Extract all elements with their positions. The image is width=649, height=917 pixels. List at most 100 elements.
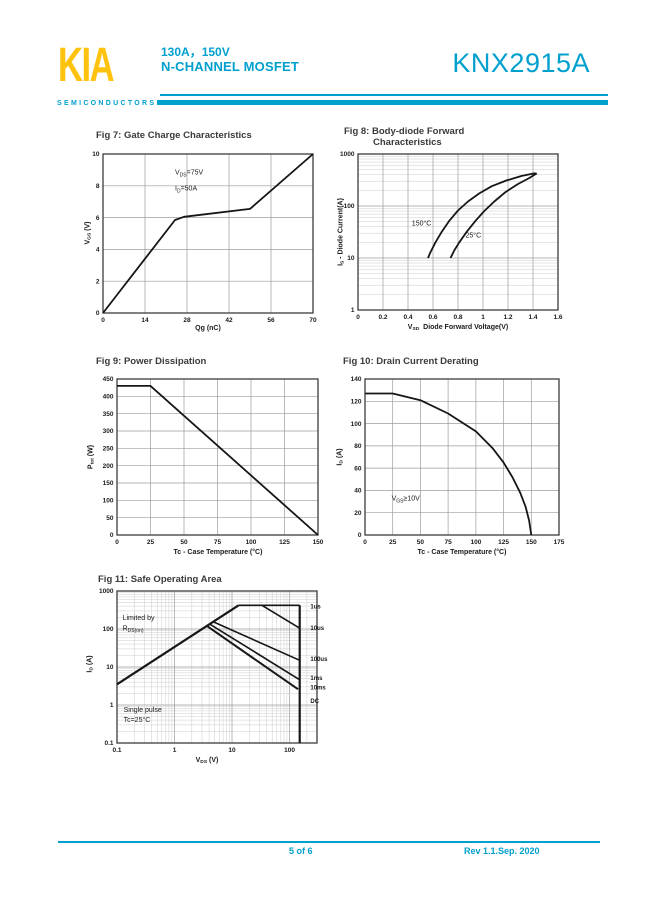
svg-text:0: 0 xyxy=(115,539,119,546)
fig8-canvas: 0 0.2 0.4 0.6 0.8 1 1.2 1.4 1.6 1 10 100 1000 150°C 25… xyxy=(340,151,563,321)
svg-text:100: 100 xyxy=(103,498,114,505)
page-number: 5 of 6 xyxy=(289,846,313,856)
series-pulse-10ms xyxy=(205,624,299,691)
fig11-title: Fig 11: Safe Operating Area xyxy=(98,574,222,585)
svg-text:1us: 1us xyxy=(310,604,321,610)
series-25C xyxy=(449,172,538,259)
svg-text:125: 125 xyxy=(279,539,290,546)
svg-text:DC: DC xyxy=(310,699,319,705)
series-pulse-100us xyxy=(212,620,301,662)
svg-text:1: 1 xyxy=(110,702,114,709)
svg-text:14: 14 xyxy=(141,317,149,324)
svg-text:50: 50 xyxy=(106,515,114,522)
svg-text:2: 2 xyxy=(96,278,100,285)
svg-text:RDS(on): RDS(on) xyxy=(123,625,144,634)
svg-text:300: 300 xyxy=(103,428,114,435)
svg-text:10: 10 xyxy=(106,664,114,671)
fig11-x-axis-label: VDS (V) xyxy=(195,757,219,766)
svg-text:1: 1 xyxy=(481,314,485,321)
svg-text:Limited by: Limited by xyxy=(123,615,155,622)
svg-text:125: 125 xyxy=(498,539,509,546)
fig10-canvas: 0 25 50 75 100 125 150 175 0 20 40 60 80 100 120 140 VGS… xyxy=(351,376,565,546)
svg-text:0: 0 xyxy=(101,317,105,324)
svg-text:0.1: 0.1 xyxy=(104,740,113,747)
series-pulse-10us xyxy=(261,604,301,629)
svg-text:1: 1 xyxy=(173,747,177,754)
svg-text:20: 20 xyxy=(354,510,362,517)
svg-text:0.4: 0.4 xyxy=(403,314,412,321)
kia-logo: KIA xyxy=(58,39,115,92)
current-voltage-rating: 130A，150V xyxy=(161,45,230,59)
svg-text:VDS=75V: VDS=75V xyxy=(175,170,203,179)
svg-text:150°C: 150°C xyxy=(412,220,432,228)
svg-text:75: 75 xyxy=(444,539,452,546)
svg-text:175: 175 xyxy=(554,539,565,546)
svg-text:Single pulse: Single pulse xyxy=(124,707,162,714)
svg-text:25: 25 xyxy=(147,539,155,546)
part-number: KNX2915A xyxy=(452,48,590,78)
svg-text:0: 0 xyxy=(96,310,100,317)
svg-text:ID=50A: ID=50A xyxy=(175,186,197,195)
svg-text:80: 80 xyxy=(354,443,362,450)
svg-text:0.6: 0.6 xyxy=(428,314,437,321)
svg-text:25°C: 25°C xyxy=(466,231,482,239)
svg-text:0.8: 0.8 xyxy=(453,314,462,321)
svg-text:Tc=25°C: Tc=25°C xyxy=(124,716,151,724)
fig7-canvas: 0 14 28 42 56 70 0 2 4 6 8 10 VDS=75V ID=50A xyxy=(92,151,317,324)
svg-text:10us: 10us xyxy=(310,626,324,632)
svg-text:56: 56 xyxy=(267,317,275,324)
svg-text:8: 8 xyxy=(96,183,100,190)
series-150C xyxy=(427,172,536,259)
svg-text:40: 40 xyxy=(354,488,362,495)
svg-text:10: 10 xyxy=(228,747,236,754)
svg-text:VGS≥10V: VGS≥10V xyxy=(392,496,421,505)
svg-text:1: 1 xyxy=(351,307,355,314)
fig8-x-axis-label: VSD Diode Forward Voltage(V) xyxy=(407,324,509,333)
svg-text:1.6: 1.6 xyxy=(553,314,562,321)
svg-text:10: 10 xyxy=(92,151,100,158)
series-pulse-1ms xyxy=(208,623,301,681)
svg-text:0: 0 xyxy=(363,539,367,546)
svg-text:100: 100 xyxy=(344,203,355,210)
fig10-x-axis-label: Tc - Case Temperature (°C) xyxy=(417,549,507,556)
svg-text:100: 100 xyxy=(284,747,295,754)
svg-text:150: 150 xyxy=(313,539,324,546)
svg-text:60: 60 xyxy=(354,465,362,472)
footer-rule xyxy=(58,841,600,843)
svg-text:70: 70 xyxy=(309,317,317,324)
semiconductors-label: SEMICONDUCTORS xyxy=(57,100,157,107)
svg-text:25: 25 xyxy=(389,539,397,546)
svg-text:4: 4 xyxy=(96,247,100,254)
svg-text:100: 100 xyxy=(246,539,257,546)
svg-text:6: 6 xyxy=(96,215,100,222)
series-drain-current-derating xyxy=(365,392,533,536)
fig9-title: Fig 9: Power Dissipation xyxy=(96,356,207,367)
svg-text:10: 10 xyxy=(347,255,355,262)
svg-text:1.4: 1.4 xyxy=(528,314,537,321)
svg-text:140: 140 xyxy=(351,376,362,383)
header-rule-thin xyxy=(160,94,608,96)
svg-text:28: 28 xyxy=(183,317,191,324)
svg-text:200: 200 xyxy=(103,463,114,470)
series-gate-charge xyxy=(102,153,314,314)
svg-text:0.2: 0.2 xyxy=(378,314,387,321)
svg-text:100: 100 xyxy=(470,539,481,546)
svg-text:1000: 1000 xyxy=(99,588,114,595)
svg-text:1.2: 1.2 xyxy=(503,314,512,321)
svg-text:450: 450 xyxy=(103,376,114,383)
svg-text:250: 250 xyxy=(103,446,114,453)
svg-text:100: 100 xyxy=(351,421,362,428)
svg-text:0: 0 xyxy=(356,314,360,321)
fig7-x-axis-label: Qg (nC) xyxy=(195,325,221,332)
fig7-title: Fig 7: Gate Charge Characteristics xyxy=(96,130,252,141)
device-type: N-CHANNEL MOSFET xyxy=(161,59,300,74)
svg-text:350: 350 xyxy=(103,411,114,418)
svg-text:120: 120 xyxy=(351,399,362,406)
svg-text:100us: 100us xyxy=(310,657,328,663)
svg-text:0: 0 xyxy=(110,532,114,539)
series-power-dissipation xyxy=(117,385,319,536)
svg-text:50: 50 xyxy=(417,539,425,546)
fig9-canvas: 0 25 50 75 100 125 150 0 50 100 150 200 250 300 350 400… xyxy=(103,376,324,546)
revision-label: Rev 1.1.Sep. 2020 xyxy=(464,846,540,856)
